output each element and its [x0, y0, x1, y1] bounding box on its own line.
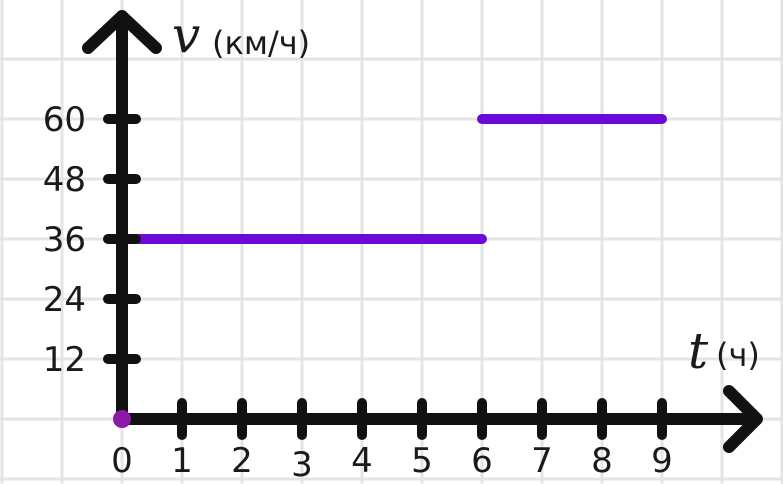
y-tick-label: 36	[43, 220, 86, 260]
y-tick-label: 12	[43, 340, 86, 380]
tick-marks	[103, 114, 667, 440]
y-tick-label: 60	[43, 100, 86, 140]
x-axis-symbol: t	[688, 322, 709, 380]
y-tick-label: 24	[43, 280, 86, 320]
y-axis-arrowhead	[82, 10, 162, 54]
series-layer	[131, 114, 667, 244]
axes	[82, 10, 763, 453]
x-axis-arrowhead	[723, 385, 763, 453]
x-tick-label: 4	[351, 441, 373, 481]
x-tick-label: 0	[111, 441, 133, 481]
x-tick-label: 5	[411, 441, 433, 481]
origin-marker	[113, 410, 131, 428]
y-axis-symbol: v	[172, 6, 200, 64]
x-tick-label: 2	[231, 441, 253, 481]
y-tick-label: 48	[43, 160, 86, 200]
x-tick-label: 7	[531, 441, 553, 481]
y-axis-unit: (км/ч)	[212, 24, 310, 62]
x-tick-label: 1	[171, 441, 193, 481]
x-tick-label: 3	[291, 445, 313, 484]
x-tick-label: 6	[471, 441, 493, 481]
x-tick-label: 8	[591, 441, 613, 481]
x-axis-unit: (ч)	[716, 336, 760, 374]
x-tick-label: 9	[651, 441, 673, 481]
